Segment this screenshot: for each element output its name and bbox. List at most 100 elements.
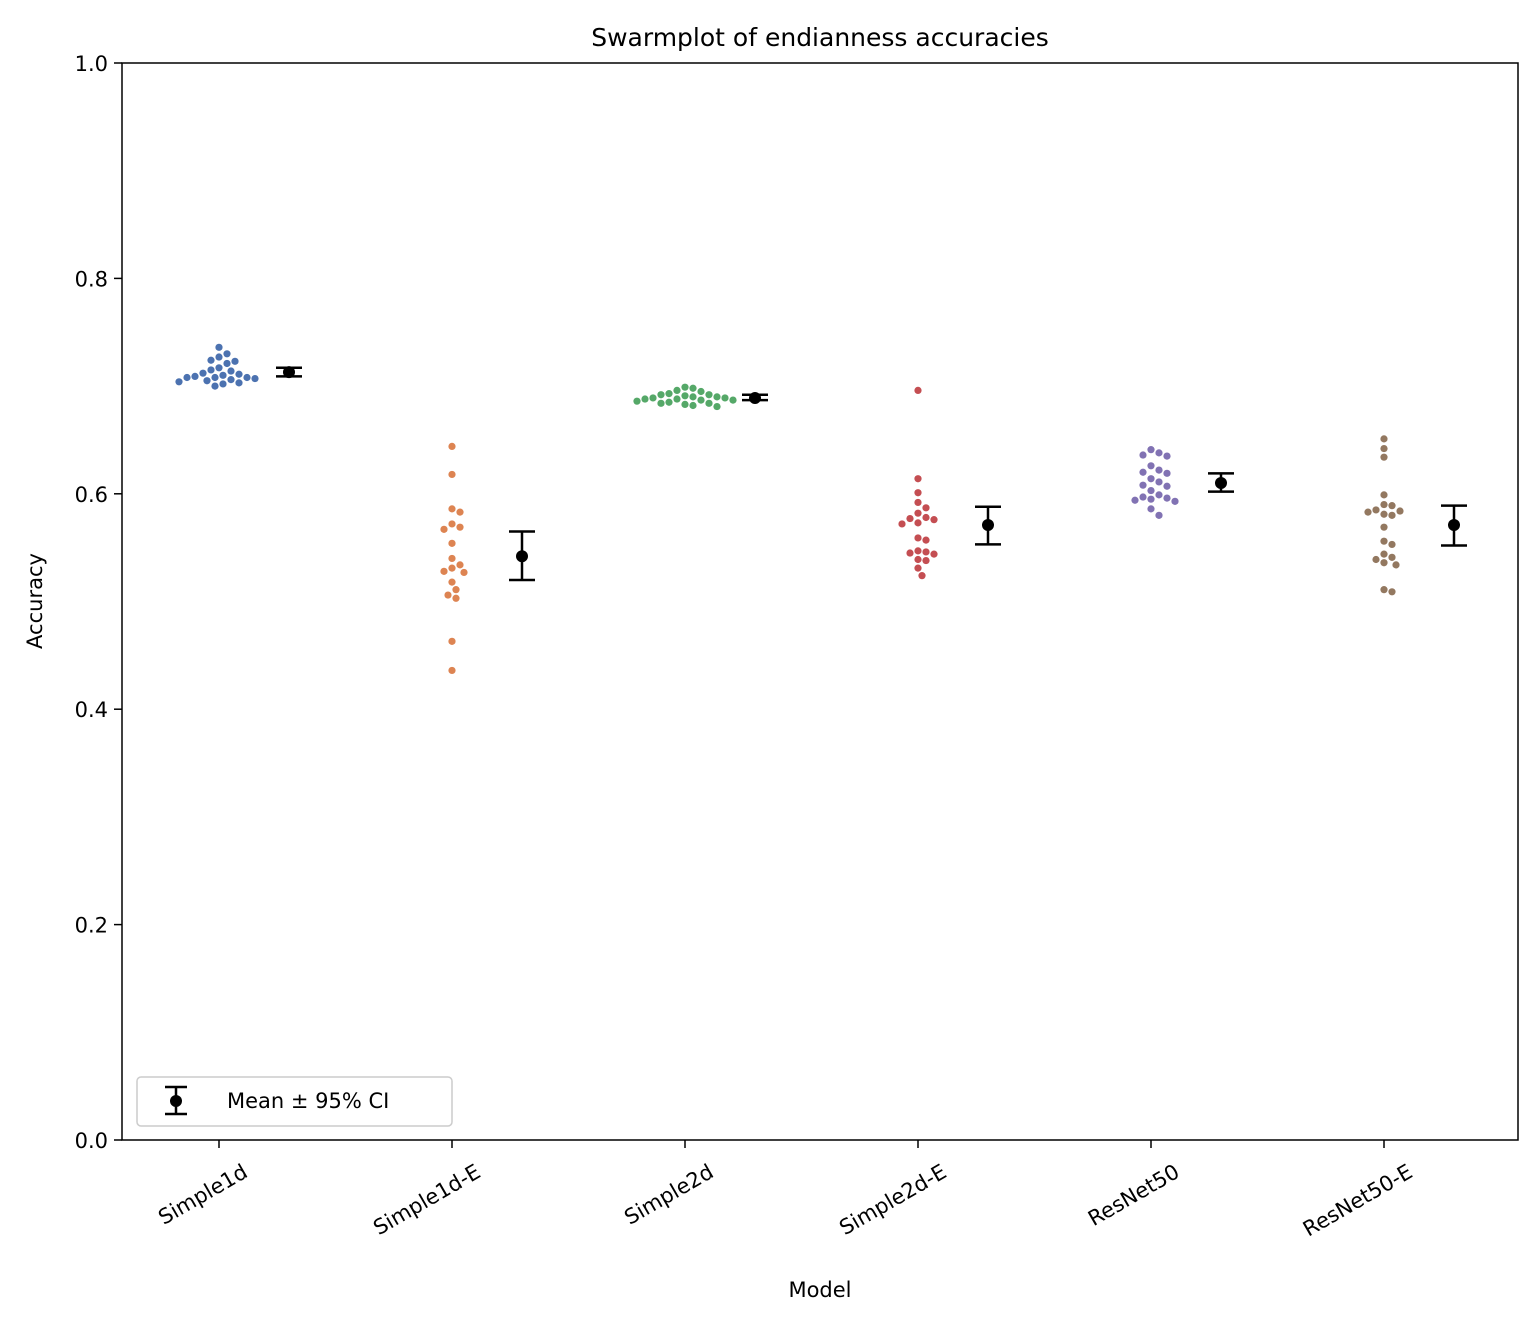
swarm-point <box>1388 502 1396 510</box>
swarm-point <box>448 505 456 513</box>
swarm-point <box>235 370 243 378</box>
swarm-point <box>440 567 448 575</box>
swarm-point <box>1163 469 1171 477</box>
swarm-point <box>689 401 697 410</box>
swarm-point <box>1147 495 1155 503</box>
swarm-point <box>1388 588 1396 596</box>
swarm-point <box>1372 555 1380 564</box>
swarm-point <box>175 378 183 386</box>
swarm-point <box>183 373 191 382</box>
swarm-point <box>211 373 219 382</box>
swarm-point <box>721 394 729 402</box>
x-tick-label: Simple2d <box>620 1160 717 1230</box>
swarm-point <box>914 564 922 572</box>
swarm-point <box>1364 508 1372 516</box>
swarm-point <box>211 382 219 390</box>
swarm-point <box>665 390 673 398</box>
chart-title: Swarmplot of endianness accuracies <box>591 23 1049 52</box>
y-tick-label: 0.6 <box>75 483 108 507</box>
swarm-point <box>452 594 460 602</box>
swarm-point <box>1139 493 1147 501</box>
swarm-point <box>448 637 456 645</box>
x-tick-label: Simple1d <box>154 1160 251 1230</box>
swarm-point <box>1147 462 1155 470</box>
swarm-point <box>456 523 464 531</box>
swarm-point <box>1372 506 1380 514</box>
swarm-point <box>729 396 737 404</box>
swarm-point <box>448 578 456 586</box>
swarm-point <box>914 475 922 483</box>
swarm-point <box>1380 510 1388 518</box>
swarm-point <box>1380 537 1388 545</box>
swarm-point <box>448 470 456 479</box>
swarm-point <box>1380 491 1388 499</box>
swarm-point <box>922 556 930 565</box>
mean-marker <box>283 366 295 379</box>
swarm-point <box>922 513 930 522</box>
mean-marker <box>982 519 994 532</box>
swarm-point <box>681 383 689 391</box>
swarm-point <box>922 548 930 556</box>
mean-marker <box>516 550 528 563</box>
legend-mean-marker <box>170 1095 182 1107</box>
swarm-point <box>215 343 223 351</box>
swarm-point <box>914 555 922 564</box>
plot-frame <box>121 62 1519 1141</box>
swarm-point <box>227 367 235 375</box>
swarm-point <box>914 534 922 542</box>
swarm-point <box>251 374 259 383</box>
swarm-point <box>1155 466 1163 474</box>
swarm-point <box>681 392 689 400</box>
swarm-point <box>914 498 922 507</box>
swarm-point <box>1380 523 1388 531</box>
swarm-point <box>657 399 665 407</box>
swarm-point <box>1155 491 1163 499</box>
swarm-point <box>231 357 239 365</box>
swarm-point <box>922 536 930 544</box>
swarm-point <box>207 366 215 374</box>
mean-ci-markers <box>276 366 1467 582</box>
swarm-point <box>215 364 223 372</box>
swarm-point <box>1139 468 1147 476</box>
swarm-point <box>914 489 922 497</box>
swarm-point <box>1147 475 1155 483</box>
swarm-point <box>448 564 456 572</box>
swarm-point <box>1392 561 1400 569</box>
swarm-point <box>203 377 211 385</box>
y-axis-label: Accuracy <box>23 553 47 649</box>
swarm-point <box>1147 446 1155 454</box>
swarm-point <box>448 666 456 675</box>
swarm-point <box>227 376 235 384</box>
swarm-point <box>1380 559 1388 567</box>
x-tick-label: Simple1d-E <box>369 1160 484 1240</box>
swarm-point <box>440 525 448 533</box>
swarm-point <box>633 397 641 405</box>
x-tick-label: Simple2d-E <box>835 1160 950 1240</box>
swarm-point <box>1396 507 1404 515</box>
swarm-point <box>673 395 681 403</box>
swarm-point <box>448 539 456 547</box>
swarm-point <box>1163 452 1171 460</box>
swarm-point <box>665 398 673 406</box>
swarm-point <box>1131 496 1139 504</box>
swarm-point <box>681 400 689 409</box>
y-tick-label: 1.0 <box>75 52 108 76</box>
swarm-point <box>223 359 231 368</box>
mean-marker <box>749 391 761 404</box>
y-axis-ticks: 0.0 0.2 0.4 0.6 0.8 1.0 <box>75 52 122 1153</box>
swarm-point <box>914 386 922 395</box>
swarm-point <box>649 394 657 402</box>
swarm-point <box>1139 451 1147 459</box>
swarm-point <box>448 554 456 563</box>
swarm-point <box>914 547 922 555</box>
swarm-point <box>705 391 713 399</box>
swarm-point <box>1388 511 1396 519</box>
swarm-point <box>930 550 938 558</box>
swarm-point <box>713 393 721 401</box>
swarm-point <box>689 393 697 401</box>
swarm-point <box>914 509 922 517</box>
swarm-point <box>1380 500 1388 509</box>
swarm-point <box>697 396 705 404</box>
